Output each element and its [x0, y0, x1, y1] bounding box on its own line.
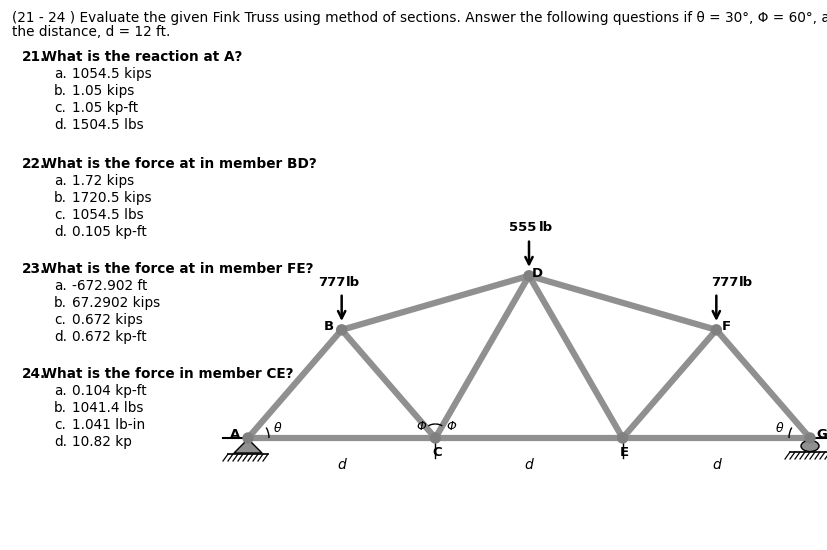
- Text: D: D: [532, 267, 543, 280]
- Text: lb: lb: [539, 221, 553, 234]
- Text: d: d: [524, 458, 533, 472]
- Text: 777: 777: [318, 276, 345, 289]
- Text: 10.82 kp: 10.82 kp: [72, 435, 131, 449]
- Text: b.: b.: [54, 84, 67, 98]
- Text: 555: 555: [509, 221, 537, 234]
- Text: 24.: 24.: [22, 367, 46, 381]
- Text: What is the reaction at A?: What is the reaction at A?: [42, 50, 242, 64]
- Circle shape: [243, 433, 253, 443]
- Text: c.: c.: [54, 208, 66, 222]
- Text: 23.: 23.: [22, 262, 46, 276]
- Circle shape: [430, 433, 440, 443]
- Text: θ: θ: [275, 422, 282, 436]
- Text: c.: c.: [54, 101, 66, 115]
- Circle shape: [524, 271, 534, 281]
- Text: Φ: Φ: [447, 420, 457, 432]
- Text: d: d: [712, 458, 720, 472]
- Text: lb: lb: [346, 276, 360, 289]
- Text: the distance, d = 12 ft.: the distance, d = 12 ft.: [12, 25, 170, 39]
- Text: E: E: [620, 446, 629, 459]
- Circle shape: [618, 433, 628, 443]
- Text: d.: d.: [54, 118, 67, 132]
- Text: C: C: [433, 446, 442, 459]
- Text: d.: d.: [54, 330, 67, 344]
- Text: 21.: 21.: [22, 50, 46, 64]
- Text: d.: d.: [54, 225, 67, 239]
- Text: 1.05 kips: 1.05 kips: [72, 84, 134, 98]
- Text: 1504.5 lbs: 1504.5 lbs: [72, 118, 144, 132]
- Text: Φ: Φ: [417, 420, 426, 432]
- Polygon shape: [234, 439, 262, 453]
- Text: c.: c.: [54, 418, 66, 432]
- Text: a.: a.: [54, 174, 67, 188]
- Text: 67.2902 kips: 67.2902 kips: [72, 296, 160, 310]
- Text: -672.902 ft: -672.902 ft: [72, 279, 147, 293]
- Circle shape: [337, 325, 347, 335]
- Text: 1041.4 lbs: 1041.4 lbs: [72, 401, 144, 415]
- Text: 1054.5 kips: 1054.5 kips: [72, 67, 151, 81]
- Text: 0.105 kp-ft: 0.105 kp-ft: [72, 225, 146, 239]
- Text: G: G: [816, 427, 827, 441]
- Text: 777: 777: [711, 276, 739, 289]
- Text: 0.672 kips: 0.672 kips: [72, 313, 143, 327]
- Text: a.: a.: [54, 67, 67, 81]
- Text: 0.104 kp-ft: 0.104 kp-ft: [72, 384, 146, 398]
- Text: 1.05 kp-ft: 1.05 kp-ft: [72, 101, 138, 115]
- Text: 1720.5 kips: 1720.5 kips: [72, 191, 151, 205]
- Text: What is the force in member CE?: What is the force in member CE?: [42, 367, 294, 381]
- Text: 1.041 lb-in: 1.041 lb-in: [72, 418, 146, 432]
- Text: a.: a.: [54, 384, 67, 398]
- Circle shape: [711, 325, 721, 335]
- Text: (21 - 24 ) Evaluate the given Fink Truss using method of sections. Answer the fo: (21 - 24 ) Evaluate the given Fink Truss…: [12, 11, 827, 25]
- Text: θ: θ: [777, 422, 784, 436]
- Text: lb: lb: [739, 276, 753, 289]
- Text: 1054.5 lbs: 1054.5 lbs: [72, 208, 144, 222]
- Circle shape: [805, 433, 815, 443]
- Text: b.: b.: [54, 191, 67, 205]
- Text: 22.: 22.: [22, 157, 46, 171]
- Text: d.: d.: [54, 435, 67, 449]
- Text: d: d: [337, 458, 346, 472]
- Text: 1.72 kips: 1.72 kips: [72, 174, 134, 188]
- Text: a.: a.: [54, 279, 67, 293]
- Text: c.: c.: [54, 313, 66, 327]
- Text: What is the force at in member FE?: What is the force at in member FE?: [42, 262, 313, 276]
- Text: B: B: [323, 320, 334, 333]
- Text: A: A: [230, 427, 240, 441]
- Ellipse shape: [801, 441, 819, 452]
- Text: F: F: [722, 320, 731, 333]
- Text: b.: b.: [54, 296, 67, 310]
- Text: What is the force at in member BD?: What is the force at in member BD?: [42, 157, 317, 171]
- Text: b.: b.: [54, 401, 67, 415]
- Text: 0.672 kp-ft: 0.672 kp-ft: [72, 330, 146, 344]
